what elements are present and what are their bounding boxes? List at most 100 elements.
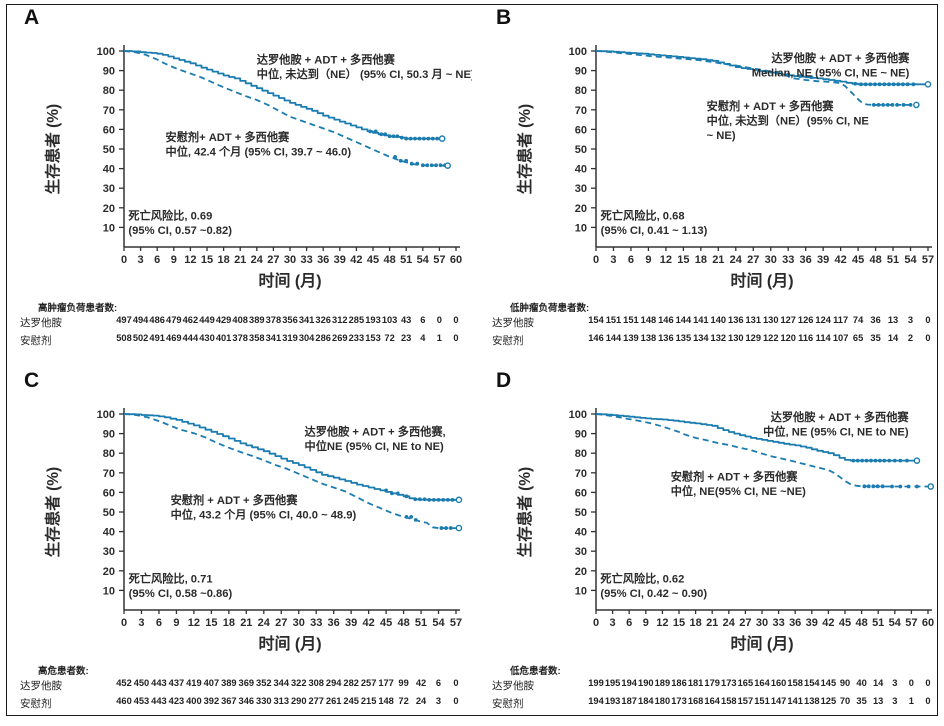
x-tick-label: 57 [905,617,917,629]
risk-count: 193 [604,696,621,706]
y-tick-label: 70 [575,105,587,117]
x-tick-label: 39 [345,617,357,629]
x-tick-label: 51 [415,617,427,629]
risk-count: 491 [149,333,165,343]
censor-mark [908,103,913,107]
x-tick-label: 54 [432,617,445,629]
x-tick-label: 57 [433,254,445,266]
risk-count: 423 [168,696,185,706]
risk-count: 437 [168,678,185,688]
x-axis-title: 时间 (月) [258,634,321,653]
risk-count: 304 [298,333,315,343]
x-tick-label: 45 [367,254,379,266]
censor-mark [890,103,895,107]
x-tick-label: 3 [610,254,616,266]
x-tick-label: 18 [695,254,707,266]
risk-count: 74 [852,315,864,325]
censor-mark [882,458,887,463]
censor-mark [426,136,431,141]
risk-count: 160 [770,678,787,688]
risk-count: 452 [116,678,132,688]
risk-count: 4 [420,333,426,343]
x-tick-label: 54 [904,254,917,266]
risk-count: 103 [381,315,398,325]
risk-row-label: 安慰剂 [492,698,524,710]
risk-count: 151 [605,315,622,325]
censor-mark [892,458,897,463]
censor-mark [404,494,409,499]
risk-count: 401 [215,333,232,343]
risk-row-label: 安慰剂 [20,335,52,347]
risk-count: 173 [721,678,737,688]
censor-mark [868,82,873,87]
censor-mark [797,74,802,78]
risk-count: 199 [588,678,604,688]
x-tick-label: 33 [300,254,312,266]
y-tick-label: 60 [103,124,115,136]
risk-count: 285 [348,315,365,325]
risk-count: 494 [132,315,149,325]
risk-count: 14 [887,333,899,343]
risk-count: 282 [343,678,359,688]
censor-mark [901,103,906,107]
risk-count: 70 [839,696,851,706]
y-tick-label: 50 [103,144,115,156]
risk-count: 352 [256,678,272,688]
censor-mark [855,458,860,463]
risk-count: 1 [908,696,914,706]
x-tick-label: 36 [328,617,340,629]
y-tick-label: 10 [103,585,115,597]
y-tick-label: 90 [575,66,587,78]
x-tick-label: 6 [628,254,634,266]
censor-mark [871,103,876,107]
censor-mark [898,484,903,489]
x-tick-label: 12 [184,254,196,266]
censor-mark [864,458,869,463]
risk-count: 153 [365,333,381,343]
risk-count: 148 [378,696,394,706]
x-tick-label: 18 [223,617,235,629]
risk-count: 124 [815,315,831,325]
km-curve-darolutamide [596,50,928,86]
censor-mark [413,517,418,522]
x-tick-label: 15 [673,617,685,629]
x-axis-title: 时间 (月) [730,271,793,290]
censor-mark [809,75,814,80]
panel-d: D 0 3 6 9 12 15 18 21 24 27 30 33 36 39 42 45 48 51 54 57 60… [472,363,944,726]
risk-count: 508 [116,333,132,343]
y-axis-title: 生存患者 (%) [515,467,534,557]
censor-mark [399,135,404,140]
x-tick-label: 60 [450,254,462,266]
risk-count: 141 [693,315,709,325]
risk-count: 195 [604,678,621,688]
risk-count: 146 [658,315,674,325]
risk-row-label: 达罗他胺 [20,317,62,329]
curve-end-marker [913,457,921,464]
risk-count: 114 [815,333,831,343]
risk-count: 99 [398,678,409,688]
risk-table-a: 高肿瘤负荷患者数: 达罗他胺 497 494 486 479 462 449 429 408 38… [0,298,472,363]
risk-count: 308 [308,678,324,688]
risk-table-d: 低危患者数: 达罗他胺 199 195 194 190 189 186 181 179 173 16… [472,661,944,726]
risk-count: 184 [638,696,654,706]
y-tick-label: 70 [103,468,115,480]
censor-mark [398,158,403,163]
x-tick-label: 30 [293,617,305,629]
censor-mark [905,458,909,463]
censor-mark [434,163,438,168]
risk-table-title: 高肿瘤负荷患者数: [38,303,118,314]
censor-mark [898,458,903,463]
risk-count: 158 [721,696,737,706]
censor-mark [415,161,420,166]
risk-count: 443 [151,696,167,706]
x-tick-label: 0 [593,254,599,266]
x-tick-label: 39 [817,254,829,266]
x-tick-label: 42 [363,617,375,629]
x-tick-label: 0 [593,617,599,629]
x-tick-label: 48 [397,617,409,629]
hazard-ratio-annotation: 死亡风险比, 0.71 (95% CI, 0.58 ~0.86) [128,572,233,601]
x-tick-label: 45 [852,254,864,266]
censor-mark [417,136,422,141]
risk-count: 450 [133,678,150,688]
risk-count: 40 [856,678,867,688]
